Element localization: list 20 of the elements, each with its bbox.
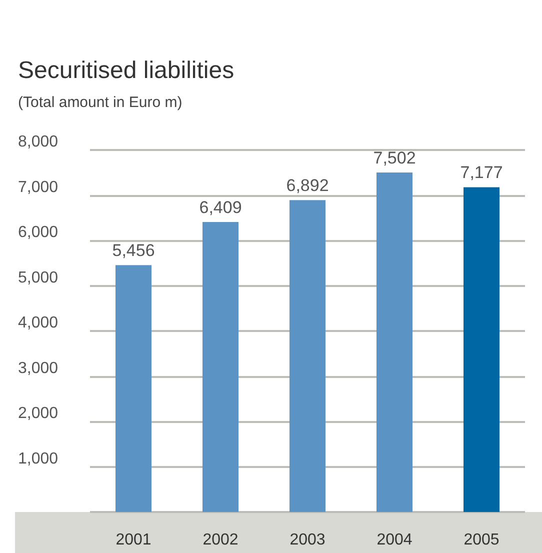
y-tick-label: 7,000 bbox=[18, 178, 58, 196]
y-tick-label: 1,000 bbox=[18, 450, 58, 468]
chart-title: Securitised liabilities bbox=[18, 57, 234, 85]
x-tick-label: 2002 bbox=[202, 532, 238, 548]
data-label: 5,456 bbox=[112, 241, 155, 260]
y-tick-label: 4,000 bbox=[18, 314, 58, 332]
x-tick-label: 2004 bbox=[376, 532, 412, 548]
data-label: 7,177 bbox=[460, 163, 503, 182]
data-label: 7,502 bbox=[373, 148, 416, 168]
y-tick-label: 6,000 bbox=[18, 224, 58, 241]
y-tick-label: 8,000 bbox=[18, 134, 58, 150]
y-tick-label: 5,000 bbox=[18, 269, 58, 286]
y-tick-label: 3,000 bbox=[18, 360, 58, 377]
data-label: 6,409 bbox=[199, 198, 242, 217]
chart-subtitle: (Total amount in Euro m) bbox=[18, 94, 182, 111]
y-tick-label: 2,000 bbox=[18, 405, 58, 422]
data-label: 6,892 bbox=[286, 176, 329, 196]
x-tick-label: 2001 bbox=[116, 532, 152, 548]
x-tick-label: 2003 bbox=[290, 532, 326, 548]
x-tick-label: 2005 bbox=[464, 532, 500, 548]
